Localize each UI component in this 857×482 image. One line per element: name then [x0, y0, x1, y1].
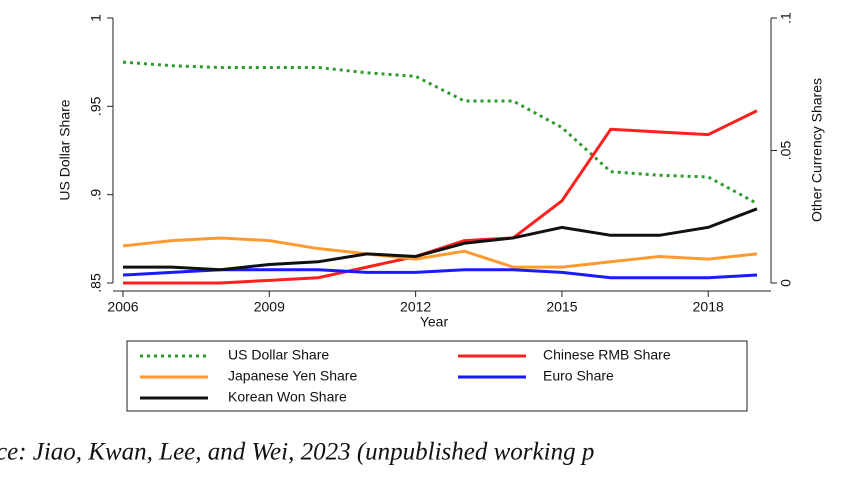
y-axis-label: US Dollar Share — [57, 99, 73, 200]
caption: ce: Jiao, Kwan, Lee, and Wei, 2023 (unpu… — [0, 439, 594, 466]
x-tick-label: 2009 — [254, 299, 285, 315]
y2-tick-label: .1 — [778, 12, 794, 24]
x-tick-label: 2015 — [546, 299, 577, 315]
y-tick-label: 1 — [88, 14, 104, 22]
legend-label: US Dollar Share — [228, 347, 329, 363]
legend-label: Korean Won Share — [228, 389, 347, 405]
legend-label: Euro Share — [543, 368, 614, 384]
y-tick-label: .9 — [88, 189, 104, 201]
series-line — [122, 236, 758, 269]
x-axis-label: Year — [420, 314, 449, 330]
legend-box — [126, 340, 748, 412]
y2-axis-label: Other Currency Shares — [809, 78, 825, 222]
x-tick-label: 2006 — [107, 299, 138, 315]
y2-tick-label: .05 — [778, 141, 794, 161]
series-line — [123, 207, 758, 272]
y2-tick-label: 0 — [778, 279, 794, 287]
y-tick-label: .95 — [88, 96, 104, 116]
series-line — [122, 60, 758, 205]
x-tick-label: 2012 — [400, 299, 431, 315]
legend-label: Japanese Yen Share — [228, 368, 357, 384]
legend-label: Chinese RMB Share — [543, 347, 671, 363]
y-tick-label: .85 — [88, 273, 104, 293]
x-tick-label: 2018 — [693, 299, 724, 315]
